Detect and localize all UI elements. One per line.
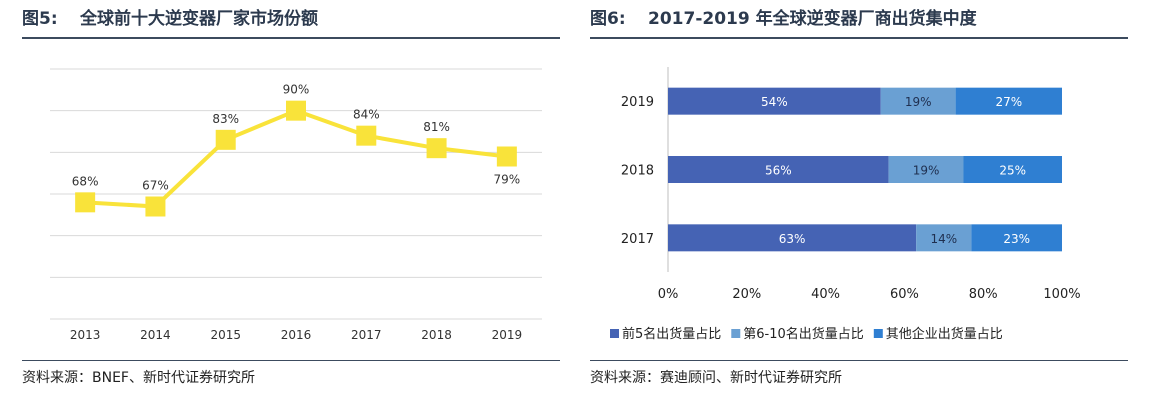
- bar-segment: [916, 224, 972, 252]
- x-tick-label: 2019: [492, 328, 523, 342]
- bar-value-label: 63%: [779, 232, 806, 246]
- figure-title-text: 2017-2019 年全球逆变器厂商出货集中度: [648, 9, 977, 29]
- data-label: 81%: [423, 120, 450, 134]
- bar-value-label: 19%: [913, 164, 940, 178]
- bar-value-label: 23%: [1003, 232, 1030, 246]
- bar-value-label: 14%: [930, 232, 957, 246]
- x-tick-label: 100%: [1043, 287, 1080, 302]
- legend-label: 前5名出货量占比: [622, 326, 721, 342]
- bar-segment: [963, 156, 1062, 183]
- bar-segment: [971, 224, 1062, 252]
- data-label: 83%: [212, 112, 239, 126]
- bar-value-label: 19%: [905, 95, 932, 109]
- x-tick-label: 0%: [658, 287, 679, 302]
- legend-swatch: [873, 329, 883, 338]
- data-point-marker: [75, 192, 96, 213]
- figure-title: 图5: 全球前十大逆变器厂家市场份额: [22, 0, 560, 39]
- y-tick-label: 2018: [621, 164, 654, 179]
- x-tick-label: 2015: [210, 328, 241, 342]
- data-point-marker: [426, 138, 447, 159]
- x-tick-label: 80%: [969, 287, 998, 302]
- bar-segment: [668, 87, 881, 115]
- figure-shipment-concentration: 图6: 2017-2019 年全球逆变器厂商出货集中度 2019 54% 19% 27%…: [590, 0, 1128, 386]
- figure-source: 资料来源：赛迪顾问、新时代证券研究所: [590, 360, 1128, 393]
- bar-value-label: 56%: [765, 164, 792, 178]
- y-tick-label: 2019: [621, 95, 654, 110]
- legend-label: 第6-10名出货量占比: [743, 326, 864, 342]
- data-point-marker: [215, 129, 236, 150]
- data-point-marker: [496, 146, 517, 167]
- bar-value-label: 54%: [761, 95, 788, 109]
- data-label: 90%: [283, 83, 310, 97]
- y-tick-label: 2017: [621, 232, 654, 247]
- line-chart: 68% 67% 83% 90% 84% 81% 79% 2013 2014 2015 2016 201…: [50, 68, 542, 342]
- figure-source: 资料来源：BNEF、新时代证券研究所: [22, 360, 560, 393]
- legend-swatch: [731, 329, 741, 338]
- bar-value-label: 25%: [999, 164, 1026, 178]
- x-tick-label: 2017: [351, 328, 382, 342]
- x-tick-label: 2014: [140, 328, 171, 342]
- x-tick-label: 20%: [732, 287, 761, 302]
- figure-title: 图6: 2017-2019 年全球逆变器厂商出货集中度: [590, 0, 1128, 39]
- bar-segment: [668, 156, 889, 183]
- figure-market-share: 图5: 全球前十大逆变器厂家市场份额 68% 67% 83% 90% 84% 81% 79% 2…: [22, 0, 560, 386]
- footer-decoration: [380, 410, 700, 419]
- x-tick-label: 2018: [421, 328, 452, 342]
- bar-value-label: 27%: [995, 95, 1022, 109]
- bar-segment: [668, 224, 917, 252]
- data-label: 84%: [353, 108, 380, 122]
- x-tick-label: 40%: [811, 287, 840, 302]
- figure-title-text: 全球前十大逆变器厂家市场份额: [80, 9, 318, 29]
- x-tick-label: 2013: [70, 328, 101, 342]
- data-point-marker: [286, 100, 306, 121]
- legend-swatch: [610, 329, 619, 338]
- figure-number: 图6:: [590, 9, 626, 29]
- legend-label: 其他企业出货量占比: [886, 326, 1003, 342]
- stacked-bar-chart: 2019 54% 19% 27% 2018 56% 19% 25% 2017 63% 14% 23% 0…: [610, 67, 1081, 342]
- data-label: 68%: [72, 174, 99, 188]
- x-tick-label: 2016: [281, 328, 312, 342]
- data-point-marker: [145, 196, 166, 217]
- data-point-marker: [356, 125, 377, 146]
- x-tick-label: 60%: [890, 287, 919, 302]
- data-label: 67%: [142, 179, 169, 193]
- figure-number: 图5:: [22, 9, 58, 29]
- bar-segment: [888, 156, 964, 183]
- bar-segment: [955, 87, 1062, 115]
- data-label: 79%: [494, 173, 521, 187]
- bar-segment: [880, 87, 956, 115]
